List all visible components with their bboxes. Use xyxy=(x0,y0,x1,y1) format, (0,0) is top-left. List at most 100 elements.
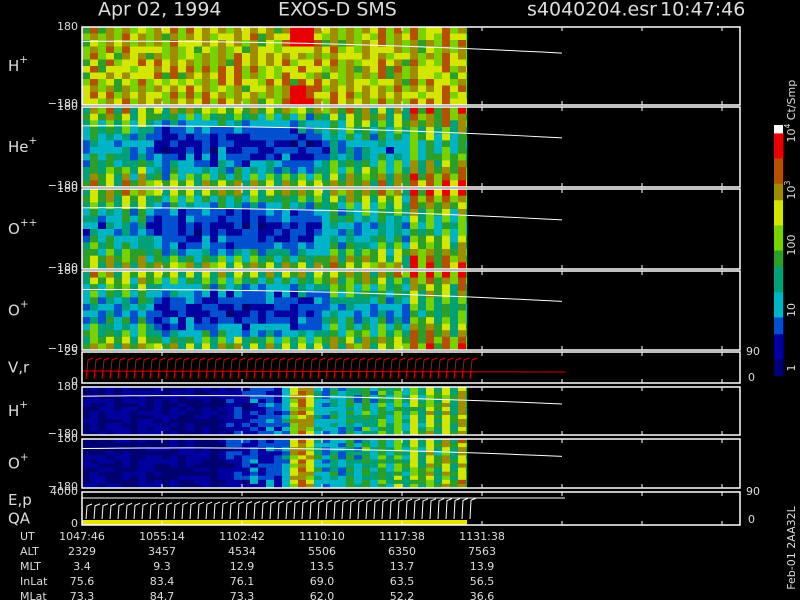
spectrogram-cell xyxy=(362,439,370,444)
spectrogram-cell xyxy=(210,133,218,141)
spectrogram-cell xyxy=(154,419,162,424)
spectrogram-cell xyxy=(410,167,418,174)
spectrogram-cell xyxy=(378,443,386,448)
spectrogram-cell xyxy=(410,222,418,230)
spectrogram-cell xyxy=(242,262,250,270)
spectrogram-cell xyxy=(218,407,226,412)
spectrogram-cell xyxy=(338,147,346,154)
spectrogram-cell xyxy=(394,471,402,477)
spectrogram-cell xyxy=(458,271,466,278)
tick-label: −180 xyxy=(48,179,78,192)
spectrogram-cell xyxy=(378,153,386,161)
spectrogram-cell xyxy=(138,439,146,444)
spectrogram-cell xyxy=(370,229,378,236)
spectrogram-cell xyxy=(386,202,394,210)
spectrogram-cell xyxy=(226,391,234,396)
spectrogram-cell xyxy=(274,336,282,344)
spectrogram-cell xyxy=(162,431,170,436)
spectrogram-cell xyxy=(242,407,250,412)
spectrogram-cell xyxy=(402,427,410,432)
spectrogram-cell xyxy=(290,229,298,236)
spectrogram-cell xyxy=(194,40,202,47)
spectrogram-cell xyxy=(426,59,434,67)
spectrogram-cell xyxy=(162,72,170,80)
spectrogram-cell xyxy=(330,107,338,114)
spectrogram-cell xyxy=(418,120,426,128)
spectrogram-cell xyxy=(322,46,330,54)
spectrogram-cell xyxy=(338,271,346,278)
spectrogram-cell xyxy=(146,479,154,485)
spectrogram-cell xyxy=(458,40,466,47)
spectrogram-cell xyxy=(370,33,378,41)
spectrogram-cell xyxy=(90,262,98,270)
spectrogram-cell xyxy=(146,336,154,344)
spectrogram-cell xyxy=(402,317,410,324)
spectrogram-cell xyxy=(90,180,98,188)
spectrogram-cell xyxy=(122,277,130,285)
spectrogram-cell xyxy=(90,403,98,408)
spectrogram-cell xyxy=(330,173,338,181)
spectrogram-cell xyxy=(370,222,378,230)
spectrogram-cell xyxy=(90,479,98,485)
spectrogram-cell xyxy=(434,463,442,468)
panel-label: H+ xyxy=(8,399,28,420)
spectrogram-cell xyxy=(154,140,162,148)
spectrogram-cell xyxy=(146,330,154,338)
spectrogram-cell xyxy=(194,222,202,230)
spectrogram-cell xyxy=(202,399,210,404)
spectrogram-cell xyxy=(354,79,362,86)
spectrogram-cell xyxy=(282,336,290,344)
spectrogram-cell xyxy=(418,242,426,250)
spectrogram-cell xyxy=(410,439,418,444)
spectrogram-cell xyxy=(226,310,234,318)
spectrogram-cell xyxy=(314,455,322,460)
spectrogram-cell xyxy=(466,153,467,161)
trace-line xyxy=(81,125,563,139)
spectrogram-cell xyxy=(130,443,138,448)
spectrogram-cell xyxy=(170,395,178,400)
spectrogram-cell xyxy=(450,467,458,472)
spectrogram-cell xyxy=(346,387,354,392)
spectrogram-cell xyxy=(82,209,90,216)
spectrogram-cell xyxy=(330,431,338,436)
spectrogram-cell xyxy=(130,92,138,99)
spectrogram-cell xyxy=(194,120,202,128)
spectrogram-cell xyxy=(162,303,170,311)
spectrogram-cell xyxy=(282,479,290,485)
spectrogram-cell xyxy=(418,399,426,404)
spectrogram-cell xyxy=(274,407,282,412)
spectrogram-cell xyxy=(178,140,186,148)
spectrogram-cell xyxy=(106,459,114,464)
spectrogram-cell xyxy=(466,323,467,331)
spectrogram-cell xyxy=(106,180,114,188)
spectrogram-cell xyxy=(410,79,418,86)
spectrogram-cell xyxy=(450,459,458,464)
spectrogram-cell xyxy=(130,209,138,216)
spectrogram-cell xyxy=(290,46,298,54)
spectrogram-cell xyxy=(258,431,266,436)
spectrogram-cell xyxy=(130,271,138,278)
spectrogram-cell xyxy=(122,447,130,452)
spectrogram-cell xyxy=(106,431,114,436)
spectrogram-cell xyxy=(402,443,410,448)
spectrogram-cell xyxy=(114,475,122,481)
spectrogram-cell xyxy=(138,98,146,106)
spectrogram-cell xyxy=(130,85,138,93)
spectrogram-cell xyxy=(250,235,258,243)
spectrogram-cell xyxy=(426,229,434,236)
spectrogram-cell xyxy=(290,407,298,412)
spectrogram-cell xyxy=(266,202,274,210)
spectrogram-cell xyxy=(354,297,362,305)
spectrogram-cell xyxy=(330,343,338,351)
spectrogram-cell xyxy=(426,284,434,292)
spectrogram-cell xyxy=(154,262,162,270)
spectrogram-cell xyxy=(458,395,466,400)
spectrogram-cell xyxy=(450,303,458,311)
spectrogram-cell xyxy=(234,235,242,243)
spectrogram-cell xyxy=(130,127,138,134)
tick-label: 180 xyxy=(57,100,78,113)
spectrogram-cell xyxy=(322,127,330,134)
spectrogram-cell xyxy=(186,33,194,41)
spectrogram-cell xyxy=(442,59,450,67)
spectrogram-cell xyxy=(338,120,346,128)
